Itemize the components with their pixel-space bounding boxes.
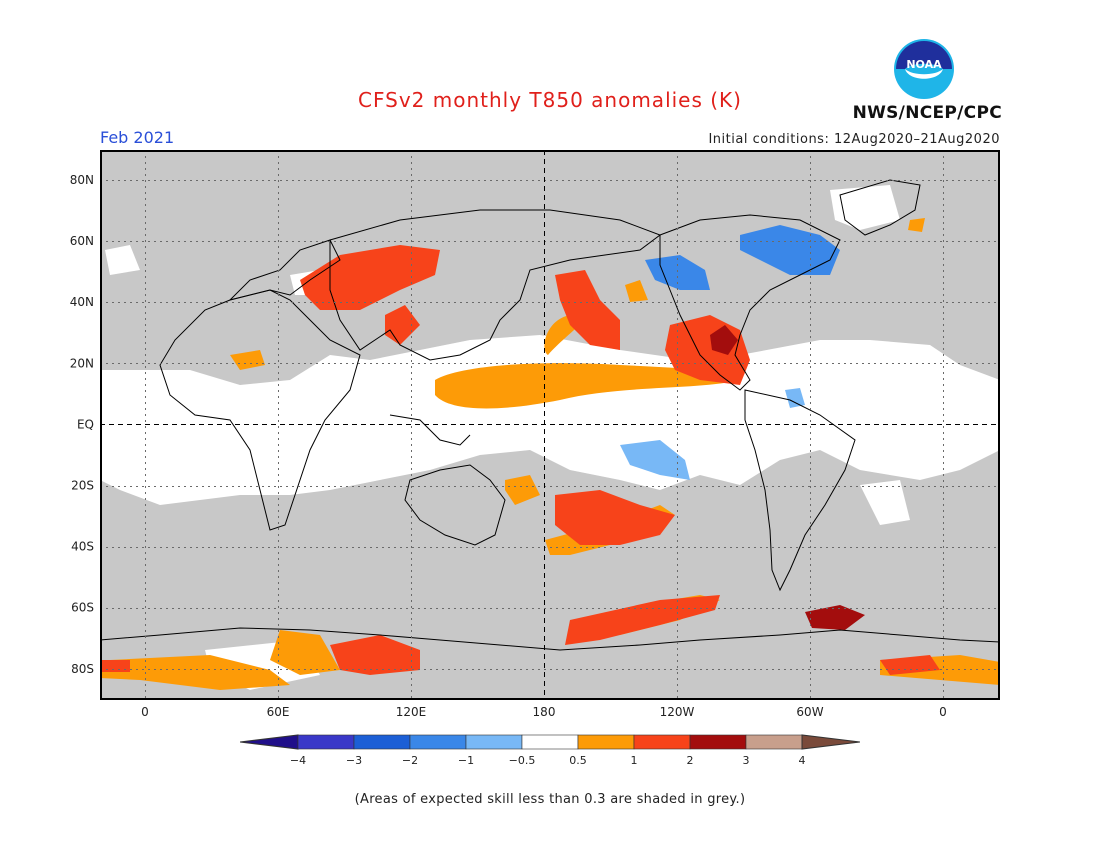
colorbar-box <box>297 734 355 750</box>
lon-label: 120W <box>660 705 695 719</box>
lon-label: 0 <box>939 705 947 719</box>
initial-conditions: Initial conditions: 12Aug2020–21Aug2020 <box>708 132 1000 147</box>
lat-label: 60N <box>70 234 94 248</box>
colorbar-label: −0.5 <box>509 754 536 767</box>
lon-label: 0 <box>141 705 149 719</box>
lon-label: 120E <box>396 705 427 719</box>
colorbar-label: 3 <box>743 754 750 767</box>
colorbar-label: −2 <box>402 754 418 767</box>
colorbar-box <box>689 734 747 750</box>
lon-label: 60W <box>796 705 823 719</box>
colorbar-label: 0.5 <box>569 754 587 767</box>
colorbar-arrow-right <box>801 734 860 750</box>
forecast-month: Feb 2021 <box>100 128 175 147</box>
colorbar-label: 2 <box>687 754 694 767</box>
lon-label: 180 <box>533 705 556 719</box>
agency-label: NWS/NCEP/CPC <box>852 103 1002 123</box>
colorbar-label: −4 <box>290 754 306 767</box>
colorbar-label: 1 <box>631 754 638 767</box>
lat-label: 80S <box>71 662 94 676</box>
lat-label: 80N <box>70 173 94 187</box>
skill-caption: (Areas of expected skill less than 0.3 a… <box>354 792 746 807</box>
colorbar-label: 4 <box>799 754 806 767</box>
colorbar-label: −3 <box>346 754 362 767</box>
colorbar-box <box>465 734 523 750</box>
lat-label: 20S <box>71 479 94 493</box>
lat-label: 20N <box>70 356 94 370</box>
colorbar-box <box>353 734 411 750</box>
latitude-axis: 80N 60N 40N 20N EQ 20S 40S 60S 80S <box>70 173 94 676</box>
colorbar-box <box>577 734 635 750</box>
colorbar-arrow-left <box>240 734 299 750</box>
map-title: CFSv2 monthly T850 anomalies (K) <box>358 88 742 112</box>
anomaly-map <box>100 150 1000 700</box>
colorbar: −4 −3 −2 −1 −0.5 0.5 1 2 3 4 <box>240 734 860 767</box>
lat-label: EQ <box>77 417 94 431</box>
colorbar-box <box>745 734 803 750</box>
colorbar-label: −1 <box>458 754 474 767</box>
lat-label: 40N <box>70 295 94 309</box>
colorbar-box <box>521 734 579 750</box>
colorbar-box <box>409 734 467 750</box>
lat-label: 40S <box>71 540 94 554</box>
lon-label: 60E <box>267 705 290 719</box>
logo-text: NOAA <box>906 58 942 71</box>
longitude-axis: 0 60E 120E 180 120W 60W 0 <box>141 705 947 719</box>
colorbar-box <box>633 734 691 750</box>
lat-label: 60S <box>71 601 94 615</box>
noaa-logo-icon: NOAA <box>894 39 954 99</box>
